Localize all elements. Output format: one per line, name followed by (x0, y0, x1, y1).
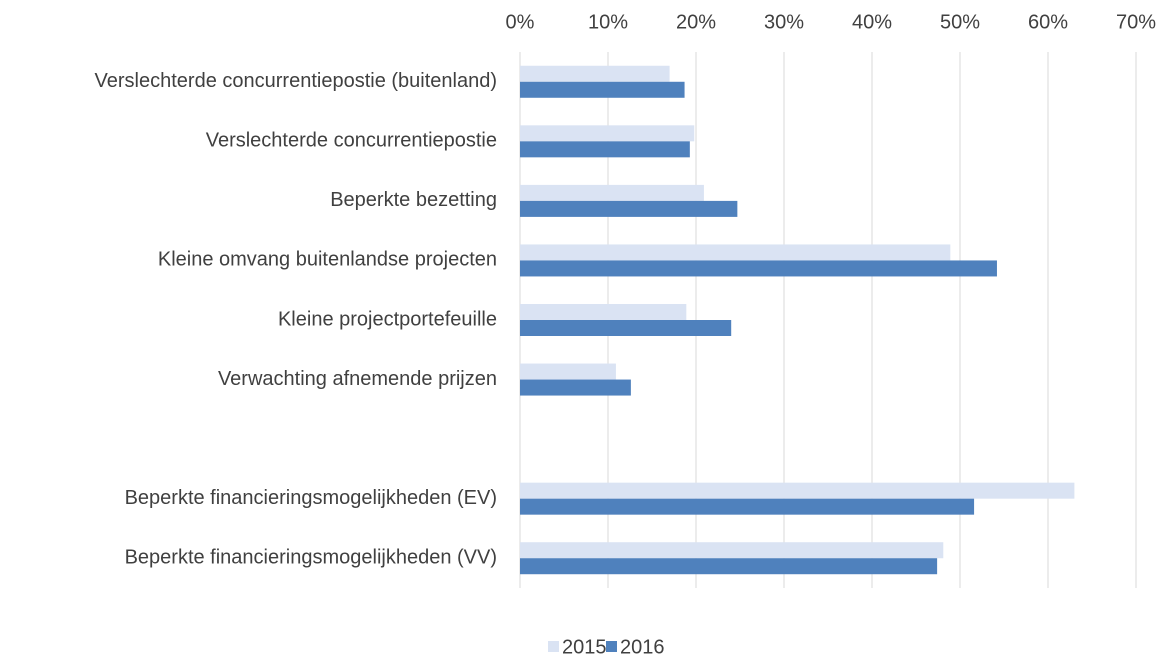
x-tick-label: 20% (676, 11, 716, 33)
bar (520, 363, 616, 380)
y-tick-label: Beperkte financieringsmogelijkheden (EV) (125, 487, 497, 509)
legend-swatch (606, 641, 617, 652)
y-tick-label: Beperkte bezetting (330, 189, 497, 211)
bar (520, 542, 944, 559)
bar (520, 498, 975, 515)
bar (520, 304, 687, 320)
bar (520, 558, 938, 575)
x-tick-label: 30% (764, 11, 804, 33)
legend-label: 2016 (620, 636, 665, 658)
bar (520, 81, 685, 98)
bar (520, 184, 704, 201)
legend-swatch (548, 641, 559, 652)
legend-label: 2015 (562, 636, 607, 658)
y-tick-label: Verslechterde concurrentiepostie (206, 130, 497, 152)
bar (520, 141, 690, 158)
x-tick-label: 40% (852, 11, 892, 33)
x-tick-label: 60% (1028, 11, 1068, 33)
y-tick-label: Kleine projectportefeuille (278, 308, 497, 330)
x-tick-label: 70% (1116, 11, 1156, 33)
bar (520, 320, 732, 336)
y-tick-label: Beperkte financieringsmogelijkheden (VV) (125, 547, 497, 569)
bar (520, 244, 951, 261)
bar (520, 482, 1075, 499)
y-tick-label: Verwachting afnemende prijzen (218, 368, 497, 390)
y-tick-label: Kleine omvang buitenlandse projecten (158, 249, 497, 271)
x-tick-label: 50% (940, 11, 980, 33)
bar (520, 65, 670, 82)
bar (520, 125, 695, 142)
bar (520, 260, 997, 277)
y-tick-label: Verslechterde concurrentiepostie (buiten… (95, 70, 497, 92)
bar (520, 200, 738, 217)
bar (520, 379, 631, 396)
x-tick-label: 10% (588, 11, 628, 33)
x-tick-label: 0% (506, 11, 535, 33)
